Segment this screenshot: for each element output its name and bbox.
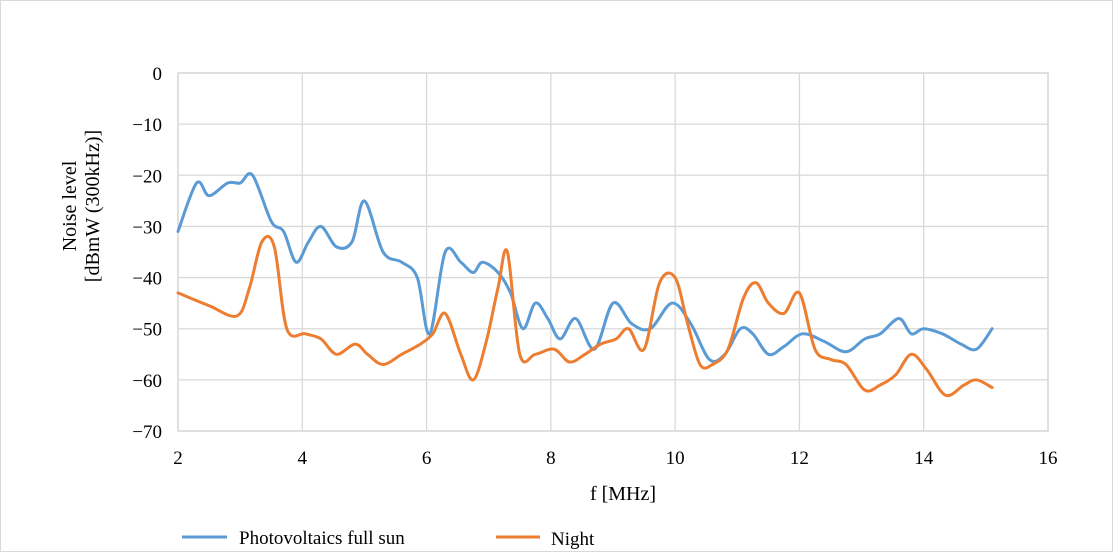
x-tick-label: 2	[173, 448, 183, 469]
legend-label-night: Night	[551, 529, 595, 550]
y-tick-label: −70	[132, 422, 162, 443]
y-tick-label: −40	[132, 269, 162, 290]
y-tick-label: −50	[132, 320, 162, 341]
y-tick-label: −30	[132, 217, 162, 238]
series-line-photovoltaics	[176, 172, 994, 363]
legend: Photovoltaics full sun Night	[182, 528, 595, 550]
x-tick-label: 14	[914, 448, 934, 469]
x-tick-label: 10	[666, 448, 685, 469]
series-line-night	[176, 234, 994, 398]
x-tick-label: 4	[298, 448, 308, 469]
y-axis-title: Noise level [dBmW (300kHz)]	[59, 130, 104, 282]
y-axis-title-line-2: [dBmW (300kHz)]	[82, 130, 104, 282]
y-tick-label: −10	[132, 115, 162, 136]
y-axis-title-line-1: Noise level	[59, 160, 81, 251]
x-tick-label: 6	[422, 448, 432, 469]
y-tick-label: −60	[132, 371, 162, 392]
x-tick-label: 12	[790, 448, 809, 469]
plot-area	[177, 72, 1049, 432]
tick-labels: 0 −10 −20 −30 −40 −50 −60 −70 2 4 6 8 10 12 14 16	[132, 64, 1057, 469]
x-axis-title: f [MHz]	[590, 483, 656, 505]
x-tick-label: 8	[546, 448, 556, 469]
y-tick-label: −20	[132, 166, 162, 187]
y-tick-label: 0	[153, 64, 163, 85]
x-tick-label: 16	[1039, 448, 1058, 469]
series-group	[176, 172, 994, 398]
legend-label-photovoltaics: Photovoltaics full sun	[239, 528, 405, 549]
gridlines	[177, 72, 1049, 432]
